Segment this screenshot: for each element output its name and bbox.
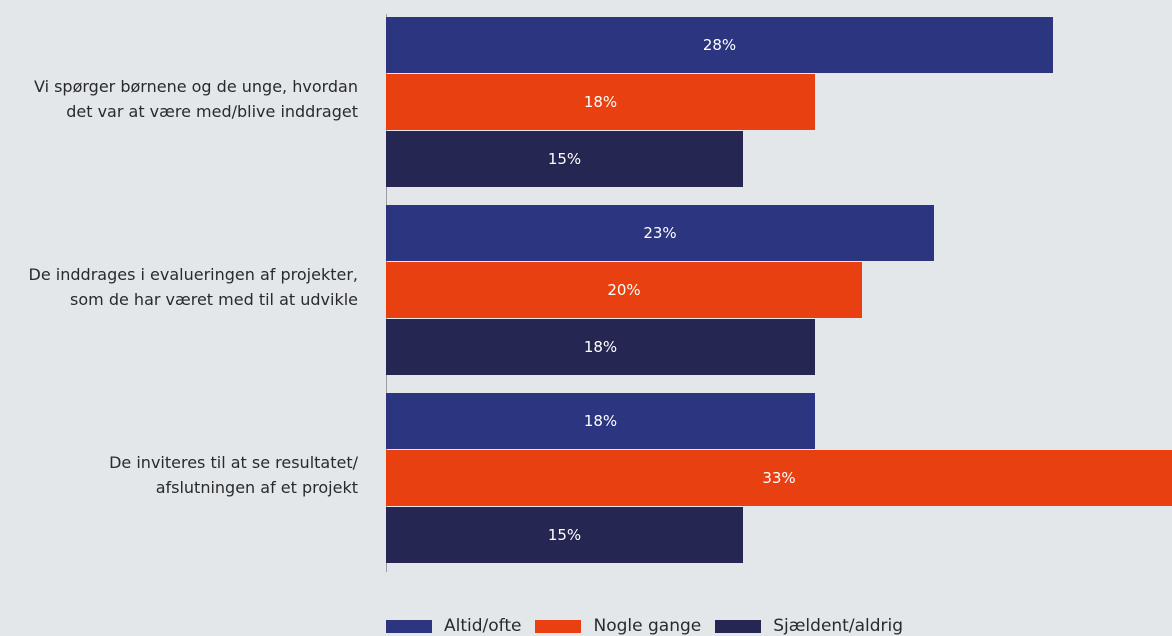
legend-swatch (386, 619, 432, 633)
legend-label: Nogle gange (593, 616, 702, 636)
legend-item: Sjældent/aldrig (715, 616, 903, 636)
data-label: 33% (762, 469, 796, 487)
bar: 23% (386, 205, 934, 261)
data-label: 23% (643, 224, 677, 242)
category-label-line: afslutningen af et projekt (155, 478, 358, 497)
category-label-line: det var at være med/blive inddraget (66, 102, 358, 121)
data-label: 18% (583, 412, 618, 430)
category-label-line: som de har været med til at udvikle (70, 290, 358, 309)
category-label: Vi spørger børnene og de unge, hvordan de… (0, 74, 358, 124)
category-label-line: De inddrages i evalueringen af projekter… (28, 265, 358, 284)
bar: 18% (386, 393, 815, 449)
bar: 15% (386, 131, 743, 187)
legend-label: Altid/ofte (444, 616, 522, 636)
data-label: 15% (547, 150, 582, 168)
category-label-line: Vi spørger børnene og de unge, hvordan (33, 77, 358, 96)
legend-swatch (715, 619, 762, 633)
data-label: 15% (547, 526, 582, 544)
bar: 15% (386, 507, 743, 563)
bar: 20% (386, 262, 862, 318)
data-label: 28% (702, 36, 737, 54)
legend-label: Sjældent/aldrig (773, 616, 904, 636)
legend-swatch (535, 619, 582, 633)
category-label: De inddrages i evalueringen af projekter… (0, 262, 358, 312)
data-label: 20% (607, 281, 641, 299)
legend-item: Altid/ofte (386, 616, 521, 636)
bar: 28% (386, 17, 1053, 73)
data-label: 18% (583, 338, 618, 356)
legend: Altid/ofte Nogle gange Sjældent/aldrig (386, 616, 903, 636)
bar: 18% (386, 74, 815, 130)
category-label: De inviteres til at se resultatet/afslut… (0, 450, 358, 500)
bar: 33% (386, 450, 1172, 506)
legend-item: Nogle gange (535, 616, 701, 636)
category-label-line: De inviteres til at se resultatet/ (109, 453, 358, 472)
data-label: 18% (583, 93, 618, 111)
bar: 18% (386, 319, 815, 375)
